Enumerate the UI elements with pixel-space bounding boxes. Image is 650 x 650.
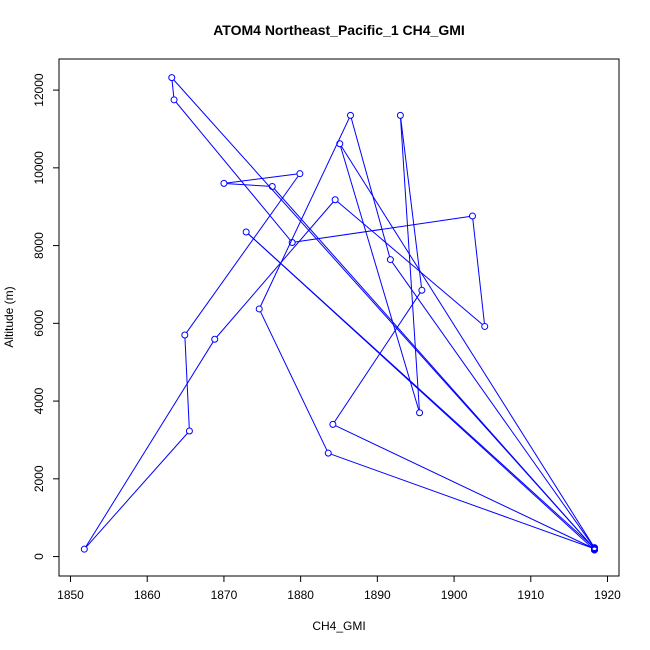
- data-point: [331, 196, 339, 204]
- series-line-segment: [260, 311, 328, 451]
- data-point: [211, 335, 219, 343]
- data-point: [416, 409, 424, 417]
- x-tick-label: 1900: [441, 588, 468, 602]
- series-line-segment: [337, 201, 483, 325]
- data-point: [268, 183, 276, 191]
- series-line-segment: [248, 233, 593, 549]
- y-tick-label: 10000: [32, 151, 46, 185]
- x-tick-label: 1880: [287, 588, 314, 602]
- data-point: [386, 256, 394, 264]
- series-layer: [80, 74, 598, 554]
- data-point: [80, 545, 88, 553]
- series-line-segment: [400, 118, 422, 288]
- x-tick-label: 1860: [134, 588, 161, 602]
- x-axis-label: CH4_GMI: [312, 619, 365, 633]
- x-tick-label: 1870: [211, 588, 238, 602]
- x-tick-label: 1910: [517, 588, 544, 602]
- data-point: [324, 449, 332, 457]
- y-tick-label: 2000: [32, 465, 46, 492]
- data-point: [168, 74, 176, 82]
- series-line-segment: [226, 183, 270, 187]
- series-line-segment: [340, 146, 420, 411]
- data-point: [288, 238, 296, 246]
- y-tick-label: 0: [32, 553, 46, 560]
- series-line-segment: [175, 101, 291, 241]
- data-point: [418, 286, 426, 294]
- series-line-segment: [85, 341, 214, 547]
- x-tick-label: 1850: [57, 588, 84, 602]
- series-line-segment: [85, 432, 188, 548]
- series-line-segment: [400, 118, 420, 410]
- series-line-segment: [335, 425, 592, 548]
- series-line-segment: [391, 261, 594, 546]
- y-axis: 0 2000 4000 6000 8000 10000 12000: [32, 73, 60, 560]
- y-tick-label: 4000: [32, 387, 46, 414]
- x-axis: 1850 1860 1870 1880 1890 1900 1910 1920: [57, 575, 621, 602]
- series-line-segment: [216, 201, 334, 338]
- y-axis-label: Altitude (m): [2, 286, 16, 347]
- y-tick-label: 6000: [32, 310, 46, 337]
- data-point: [170, 96, 178, 104]
- series-line-segment: [340, 146, 594, 546]
- data-point: [242, 228, 250, 236]
- series-line-segment: [184, 337, 190, 429]
- x-tick-label: 1920: [594, 588, 621, 602]
- data-point: [336, 140, 344, 148]
- series-line-segment: [472, 218, 485, 324]
- data-point: [481, 322, 489, 330]
- data-point: [468, 212, 476, 220]
- series-line-segment: [186, 175, 299, 333]
- y-tick-label: 8000: [32, 232, 46, 259]
- data-point: [329, 420, 337, 428]
- data-point: [255, 305, 263, 313]
- data-point: [296, 170, 304, 178]
- data-point: [590, 546, 598, 554]
- series-line-segment: [260, 117, 350, 307]
- x-tick-label: 1890: [364, 588, 391, 602]
- y-tick-label: 12000: [32, 73, 46, 107]
- chart-title: ATOM4 Northeast_Pacific_1 CH4_GMI: [213, 22, 465, 38]
- series-line-segment: [334, 292, 421, 423]
- data-point: [181, 331, 189, 339]
- series-line-segment: [226, 173, 297, 184]
- series-line-segment: [350, 118, 391, 257]
- data-point: [185, 427, 193, 435]
- series-line-segment: [330, 453, 592, 549]
- plot-area-frame: [58, 58, 620, 577]
- data-point: [347, 111, 355, 119]
- series-line-segment: [171, 80, 175, 97]
- data-point: [396, 111, 404, 119]
- data-point: [220, 179, 228, 187]
- series-line-segment: [273, 188, 593, 547]
